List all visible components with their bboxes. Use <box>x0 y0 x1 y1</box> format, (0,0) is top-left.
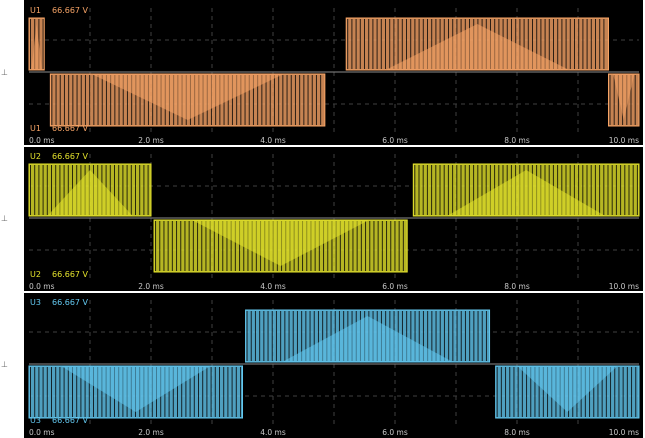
x-tick-label: 10.0 ms <box>608 282 639 291</box>
sine-envelope <box>47 170 133 216</box>
pwm-stripes <box>609 75 636 125</box>
segment-outline <box>153 219 408 273</box>
segment-outline <box>245 309 491 363</box>
x-tick-label: 0.0 ms <box>29 428 55 437</box>
scale-label-top: 66.667 V <box>52 152 89 161</box>
x-tick-label: 2.0 ms <box>138 136 164 145</box>
panel-u3: U3 66.667 V U3 66.667 V 0.0 ms 2.0 ms 4.0 ms 6.… <box>24 292 643 438</box>
segment-outline <box>28 163 152 217</box>
sine-envelope <box>447 170 606 216</box>
x-tick-label: 0.0 ms <box>29 136 55 145</box>
x-tick-label: 10.0 ms <box>608 136 639 145</box>
series-u1 <box>28 17 640 127</box>
sine-envelope <box>31 24 42 70</box>
x-tick-label: 4.0 ms <box>260 136 286 145</box>
ground-marker-icon: ⊥ <box>1 214 8 223</box>
x-tick-label: 10.0 ms <box>608 428 639 437</box>
sine-envelope <box>192 220 370 266</box>
sine-envelope <box>385 24 570 70</box>
chart-u2 <box>24 146 643 292</box>
series-u3 <box>28 309 640 419</box>
sine-envelope <box>282 316 453 362</box>
panel-separator-2 <box>24 291 643 293</box>
panel-u2: U2 66.667 V U2 66.667 V 0.0 ms 2.0 ms 4.0 ms 6.… <box>24 146 643 292</box>
sine-envelope <box>61 366 211 412</box>
x-tick-label: 0.0 ms <box>29 282 55 291</box>
segment-outline <box>28 17 45 71</box>
chart-u1 <box>24 0 643 146</box>
x-tick-label: 6.0 ms <box>382 428 408 437</box>
sine-envelope <box>517 366 618 412</box>
chart-u3 <box>24 292 643 438</box>
x-tick-label: 6.0 ms <box>382 282 408 291</box>
sine-envelope <box>91 74 284 120</box>
channel-label: U1 <box>30 6 41 15</box>
scale-label-bottom: 66.667 V <box>52 270 89 279</box>
scale-label-bottom: 66.667 V <box>52 124 89 133</box>
x-tick-label: 8.0 ms <box>504 428 530 437</box>
channel-label-bottom: U3 <box>30 416 41 425</box>
segment-outline <box>28 365 243 419</box>
segment-outline <box>412 163 640 217</box>
segment-outline <box>49 73 326 127</box>
scale-label-top: 66.667 V <box>52 298 89 307</box>
x-tick-label: 2.0 ms <box>138 428 164 437</box>
segment-outline <box>495 365 640 419</box>
x-tick-label: 8.0 ms <box>504 282 530 291</box>
x-tick-label: 4.0 ms <box>260 282 286 291</box>
sine-envelope <box>613 74 635 120</box>
channel-label-bottom: U1 <box>30 124 41 133</box>
scale-label-top: 66.667 V <box>52 6 89 15</box>
series-u2 <box>28 163 640 273</box>
segment-outline <box>345 17 609 71</box>
ground-marker-icon: ⊥ <box>1 360 8 369</box>
panel-separator-1 <box>24 145 643 147</box>
x-tick-label: 2.0 ms <box>138 282 164 291</box>
channel-label-bottom: U2 <box>30 270 41 279</box>
panel-u1: U1 66.667 V U1 66.667 V 0.0 ms 2.0 ms 4.0 ms 6.… <box>24 0 643 146</box>
channel-label: U2 <box>30 152 41 161</box>
channel-label: U3 <box>30 298 41 307</box>
x-tick-label: 6.0 ms <box>382 136 408 145</box>
scale-label-bottom: 66.667 V <box>52 416 89 425</box>
ground-marker-icon: ⊥ <box>1 68 8 77</box>
segment-outline <box>608 73 640 127</box>
x-tick-label: 8.0 ms <box>504 136 530 145</box>
x-tick-label: 4.0 ms <box>260 428 286 437</box>
